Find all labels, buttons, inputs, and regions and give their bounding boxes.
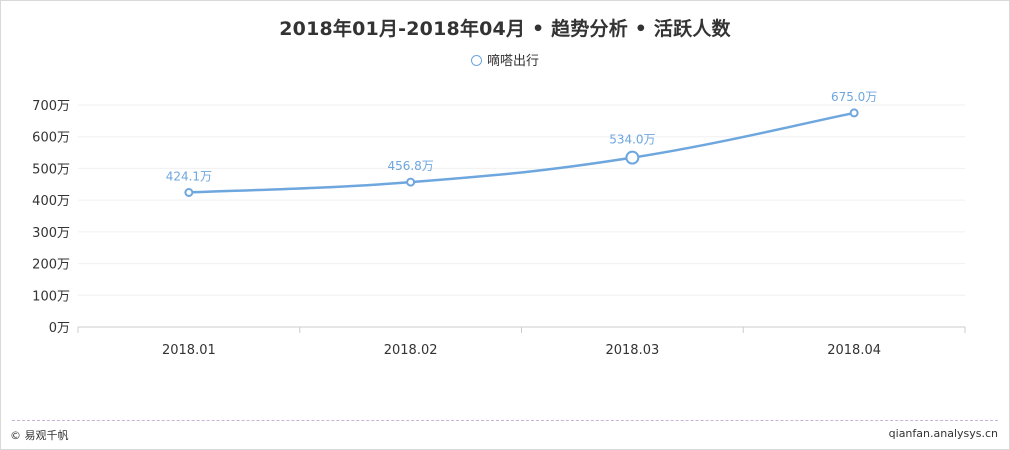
data-point — [625, 150, 640, 165]
chart-title: 2018年01月-2018年04月 • 趋势分析 • 活跃人数 — [279, 18, 731, 40]
legend[interactable]: 嘀嗒出行 — [0, 50, 1010, 69]
copyright-text: © 易观千帆 — [10, 429, 69, 442]
site-url[interactable]: qianfan.analysys.cn — [888, 427, 998, 440]
legend-label: 嘀嗒出行 — [486, 54, 539, 69]
y-tick-label: 0万 — [49, 321, 70, 336]
y-tick-label: 600万 — [32, 131, 70, 146]
y-tick-label: 400万 — [32, 194, 70, 209]
y-tick-label: 300万 — [32, 226, 70, 241]
footer-divider — [12, 420, 998, 421]
data-label: 534.0万 — [609, 133, 655, 147]
legend-marker-icon — [470, 55, 482, 66]
y-tick-label: 500万 — [32, 162, 70, 177]
data-point — [406, 177, 416, 187]
x-tick-label: 2018.04 — [827, 343, 881, 358]
data-label: 424.1万 — [166, 169, 212, 183]
data-point — [849, 108, 859, 118]
y-tick-label: 100万 — [32, 289, 70, 304]
series-line — [188, 111, 855, 194]
data-label: 456.8万 — [387, 159, 433, 173]
x-tick-label: 2018.03 — [605, 343, 659, 358]
y-tick-label: 200万 — [32, 258, 70, 273]
data-point — [184, 187, 194, 197]
x-tick-label: 2018.01 — [162, 343, 216, 358]
data-label: 675.0万 — [831, 90, 877, 104]
x-tick-label: 2018.02 — [384, 343, 438, 358]
y-tick-label: 700万 — [32, 99, 70, 114]
